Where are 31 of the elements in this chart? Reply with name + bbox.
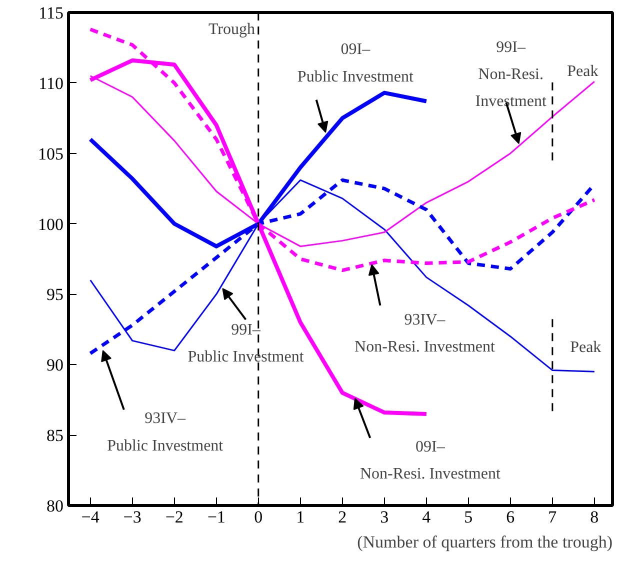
annotation: 09I– Public Investment [297, 41, 414, 86]
annotation: 93IV– Public Investment [107, 410, 224, 454]
y-tick-label: 85 [46, 426, 64, 446]
x-tick-label: −1 [207, 508, 226, 526]
x-tick-label: 2 [338, 508, 347, 526]
x-tick-label: 6 [506, 508, 515, 526]
y-tick-label: 100 [38, 214, 64, 234]
annotation: 09I– Non-Resi. Investment [360, 438, 501, 483]
annotation: Peak [567, 63, 598, 80]
x-tick-label: −2 [165, 508, 184, 526]
annotation: Peak [570, 339, 602, 356]
x-axis-title: (Number of quarters from the trough) [357, 532, 612, 552]
annotation: 99I– Non-Resi. Investment [475, 38, 547, 110]
ref-line-label: Trough [208, 20, 256, 38]
y-tick-label: 105 [38, 144, 64, 164]
annotation: 93IV– Non-Resi. Investment [354, 312, 496, 356]
x-tick-label: 7 [548, 508, 558, 526]
y-tick-label: 80 [46, 496, 64, 516]
y-tick-label: 95 [46, 285, 64, 304]
x-tick-label: 3 [380, 508, 389, 526]
x-tick-label: −4 [81, 508, 100, 526]
x-tick-label: 4 [422, 508, 432, 526]
x-tick-label: 1 [296, 508, 305, 526]
x-tick-label: 0 [254, 508, 263, 526]
x-tick-label: −3 [123, 508, 142, 526]
x-tick-label: 8 [590, 508, 599, 526]
y-tick-label: 115 [38, 4, 64, 22]
y-tick-label: 110 [38, 74, 64, 93]
x-tick-label: 5 [464, 508, 473, 526]
annotation: 99I– Public Investment [188, 321, 304, 366]
y-tick-label: 90 [46, 356, 64, 375]
